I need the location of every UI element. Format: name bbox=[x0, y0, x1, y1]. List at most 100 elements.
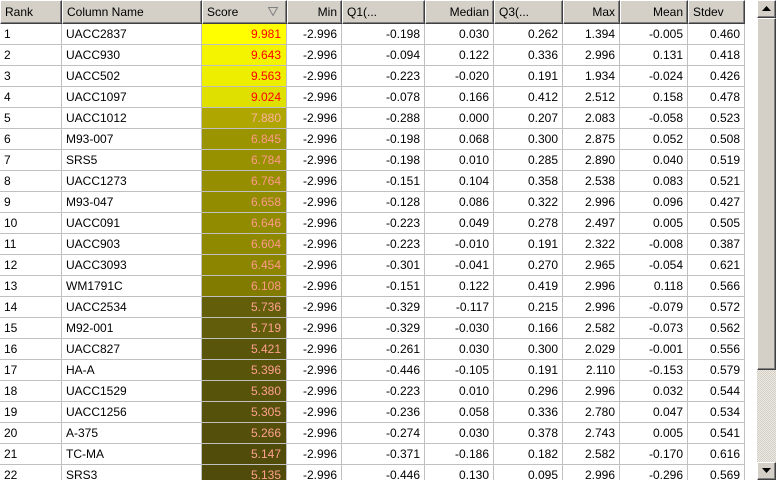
cell-max: 1.934 bbox=[563, 66, 620, 87]
cell-score: 5.266 bbox=[202, 423, 287, 444]
cell-q1: -0.446 bbox=[342, 360, 425, 381]
ranked-columns-grid[interactable]: Rank Column Name Score Min Q1(... Median Q3(..… bbox=[0, 0, 757, 480]
cell-q1: -0.223 bbox=[342, 234, 425, 255]
table-row[interactable]: 19 UACC1256 5.305 -2.996 -0.236 0.058 0.336 2.7… bbox=[0, 402, 745, 423]
table-row[interactable]: 2 UACC930 9.643 -2.996 -0.094 0.122 0.336 2.996… bbox=[0, 45, 745, 66]
table-row[interactable]: 9 M93-047 6.658 -2.996 -0.128 0.086 0.322 2.996… bbox=[0, 192, 745, 213]
table-row[interactable]: 4 UACC1097 9.024 -2.996 -0.078 0.166 0.412 2.51… bbox=[0, 87, 745, 108]
cell-q3: 0.285 bbox=[494, 150, 563, 171]
cell-score: 9.981 bbox=[202, 24, 287, 45]
cell-q1: -0.236 bbox=[342, 402, 425, 423]
cell-median: -0.117 bbox=[425, 297, 494, 318]
cell-name: UACC2534 bbox=[62, 297, 202, 318]
cell-score: 5.421 bbox=[202, 339, 287, 360]
cell-rank: 8 bbox=[0, 171, 62, 192]
cell-min: -2.996 bbox=[287, 234, 342, 255]
table-row[interactable]: 8 UACC1273 6.764 -2.996 -0.151 0.104 0.358 2.53… bbox=[0, 171, 745, 192]
cell-mean: -0.296 bbox=[620, 465, 688, 480]
cell-min: -2.996 bbox=[287, 192, 342, 213]
cell-stdev: 0.534 bbox=[688, 402, 745, 423]
table-row[interactable]: 11 UACC903 6.604 -2.996 -0.223 -0.010 0.191 2.3… bbox=[0, 234, 745, 255]
scrollbar-thumb[interactable] bbox=[757, 18, 776, 370]
table-row[interactable]: 17 HA-A 5.396 -2.996 -0.446 -0.105 0.191 2.110-… bbox=[0, 360, 745, 381]
column-header-label: Mean bbox=[652, 5, 683, 19]
cell-q1: -0.301 bbox=[342, 255, 425, 276]
column-header-label: Min bbox=[317, 5, 337, 19]
column-header-mean[interactable]: Mean bbox=[620, 0, 688, 24]
cell-stdev: 0.621 bbox=[688, 255, 745, 276]
table-row[interactable]: 12 UACC3093 6.454 -2.996 -0.301 -0.041 0.270 2.… bbox=[0, 255, 745, 276]
table-row[interactable]: 18 UACC1529 5.380 -2.996 -0.223 0.010 0.296 2.9… bbox=[0, 381, 745, 402]
table-row[interactable]: 15 M92-001 5.719 -2.996 -0.329 -0.030 0.166 2.5… bbox=[0, 318, 745, 339]
table-row[interactable]: 1 UACC2837 9.981 -2.996 -0.198 0.030 0.262 1.39… bbox=[0, 24, 745, 45]
column-header-q3[interactable]: Q3(... bbox=[494, 0, 563, 24]
scroll-up-button[interactable] bbox=[757, 0, 776, 18]
column-header-median[interactable]: Median bbox=[425, 0, 494, 24]
cell-mean: -0.008 bbox=[620, 234, 688, 255]
cell-score: 9.024 bbox=[202, 87, 287, 108]
column-header-q1[interactable]: Q1(... bbox=[342, 0, 425, 24]
cell-score: 6.845 bbox=[202, 129, 287, 150]
cell-score: 9.563 bbox=[202, 66, 287, 87]
cell-q1: -0.128 bbox=[342, 192, 425, 213]
cell-max: 2.322 bbox=[563, 234, 620, 255]
cell-q1: -0.446 bbox=[342, 465, 425, 480]
cell-mean: -0.024 bbox=[620, 66, 688, 87]
cell-rank: 11 bbox=[0, 234, 62, 255]
cell-rank: 15 bbox=[0, 318, 62, 339]
cell-q3: 0.182 bbox=[494, 444, 563, 465]
cell-name: UACC1256 bbox=[62, 402, 202, 423]
column-header-score[interactable]: Score bbox=[202, 0, 287, 24]
cell-min: -2.996 bbox=[287, 108, 342, 129]
cell-rank: 10 bbox=[0, 213, 62, 234]
table-row[interactable]: 5 UACC1012 7.880 -2.996 -0.288 0.000 0.207 2.08… bbox=[0, 108, 745, 129]
cell-stdev: 0.544 bbox=[688, 381, 745, 402]
cell-rank: 7 bbox=[0, 150, 62, 171]
cell-rank: 16 bbox=[0, 339, 62, 360]
cell-min: -2.996 bbox=[287, 381, 342, 402]
cell-median: 0.068 bbox=[425, 129, 494, 150]
cell-median: 0.030 bbox=[425, 423, 494, 444]
table-row[interactable]: 6 M93-007 6.845 -2.996 -0.198 0.068 0.300 2.875… bbox=[0, 129, 745, 150]
column-header-min[interactable]: Min bbox=[287, 0, 342, 24]
column-header-rank[interactable]: Rank bbox=[0, 0, 62, 24]
cell-q1: -0.223 bbox=[342, 381, 425, 402]
table-row[interactable]: 22 SRS3 5.135 -2.996 -0.446 0.130 0.095 2.996 -0… bbox=[0, 465, 745, 480]
column-header-max[interactable]: Max bbox=[563, 0, 620, 24]
cell-median: 0.000 bbox=[425, 108, 494, 129]
cell-rank: 21 bbox=[0, 444, 62, 465]
cell-min: -2.996 bbox=[287, 318, 342, 339]
table-row[interactable]: 7 SRS5 6.784 -2.996 -0.198 0.010 0.285 2.890 0.0… bbox=[0, 150, 745, 171]
table-row[interactable]: 10 UACC091 6.646 -2.996 -0.223 0.049 0.278 2.49… bbox=[0, 213, 745, 234]
cell-rank: 22 bbox=[0, 465, 62, 480]
cell-score: 5.380 bbox=[202, 381, 287, 402]
table-row[interactable]: 16 UACC827 5.421 -2.996 -0.261 0.030 0.300 2.02… bbox=[0, 339, 745, 360]
cell-mean: 0.096 bbox=[620, 192, 688, 213]
cell-min: -2.996 bbox=[287, 45, 342, 66]
cell-stdev: 0.523 bbox=[688, 108, 745, 129]
column-header-stdev[interactable]: Stdev bbox=[688, 0, 745, 24]
cell-median: -0.186 bbox=[425, 444, 494, 465]
cell-max: 2.875 bbox=[563, 129, 620, 150]
vertical-scrollbar[interactable] bbox=[757, 0, 776, 480]
scroll-down-button[interactable] bbox=[757, 462, 776, 480]
column-header-label: Q3(... bbox=[499, 5, 530, 19]
table-row[interactable]: 14 UACC2534 5.736 -2.996 -0.329 -0.117 0.215 2.… bbox=[0, 297, 745, 318]
cell-stdev: 0.616 bbox=[688, 444, 745, 465]
cell-q1: -0.198 bbox=[342, 24, 425, 45]
cell-max: 2.996 bbox=[563, 381, 620, 402]
cell-stdev: 0.566 bbox=[688, 276, 745, 297]
cell-name: UACC1097 bbox=[62, 87, 202, 108]
column-header-name[interactable]: Column Name bbox=[62, 0, 202, 24]
table-row[interactable]: 3 UACC502 9.563 -2.996 -0.223 -0.020 0.191 1.93… bbox=[0, 66, 745, 87]
cell-q3: 0.095 bbox=[494, 465, 563, 480]
table-row[interactable]: 21 TC-MA 5.147 -2.996 -0.371 -0.186 0.182 2.582… bbox=[0, 444, 745, 465]
cell-rank: 2 bbox=[0, 45, 62, 66]
table-row[interactable]: 13 WM1791C 6.108 -2.996 -0.151 0.122 0.419 2.99… bbox=[0, 276, 745, 297]
cell-mean: 0.083 bbox=[620, 171, 688, 192]
cell-min: -2.996 bbox=[287, 297, 342, 318]
table-row[interactable]: 20 A-375 5.266 -2.996 -0.274 0.030 0.378 2.743 0… bbox=[0, 423, 745, 444]
cell-score: 6.108 bbox=[202, 276, 287, 297]
cell-q3: 0.336 bbox=[494, 45, 563, 66]
cell-median: 0.010 bbox=[425, 150, 494, 171]
